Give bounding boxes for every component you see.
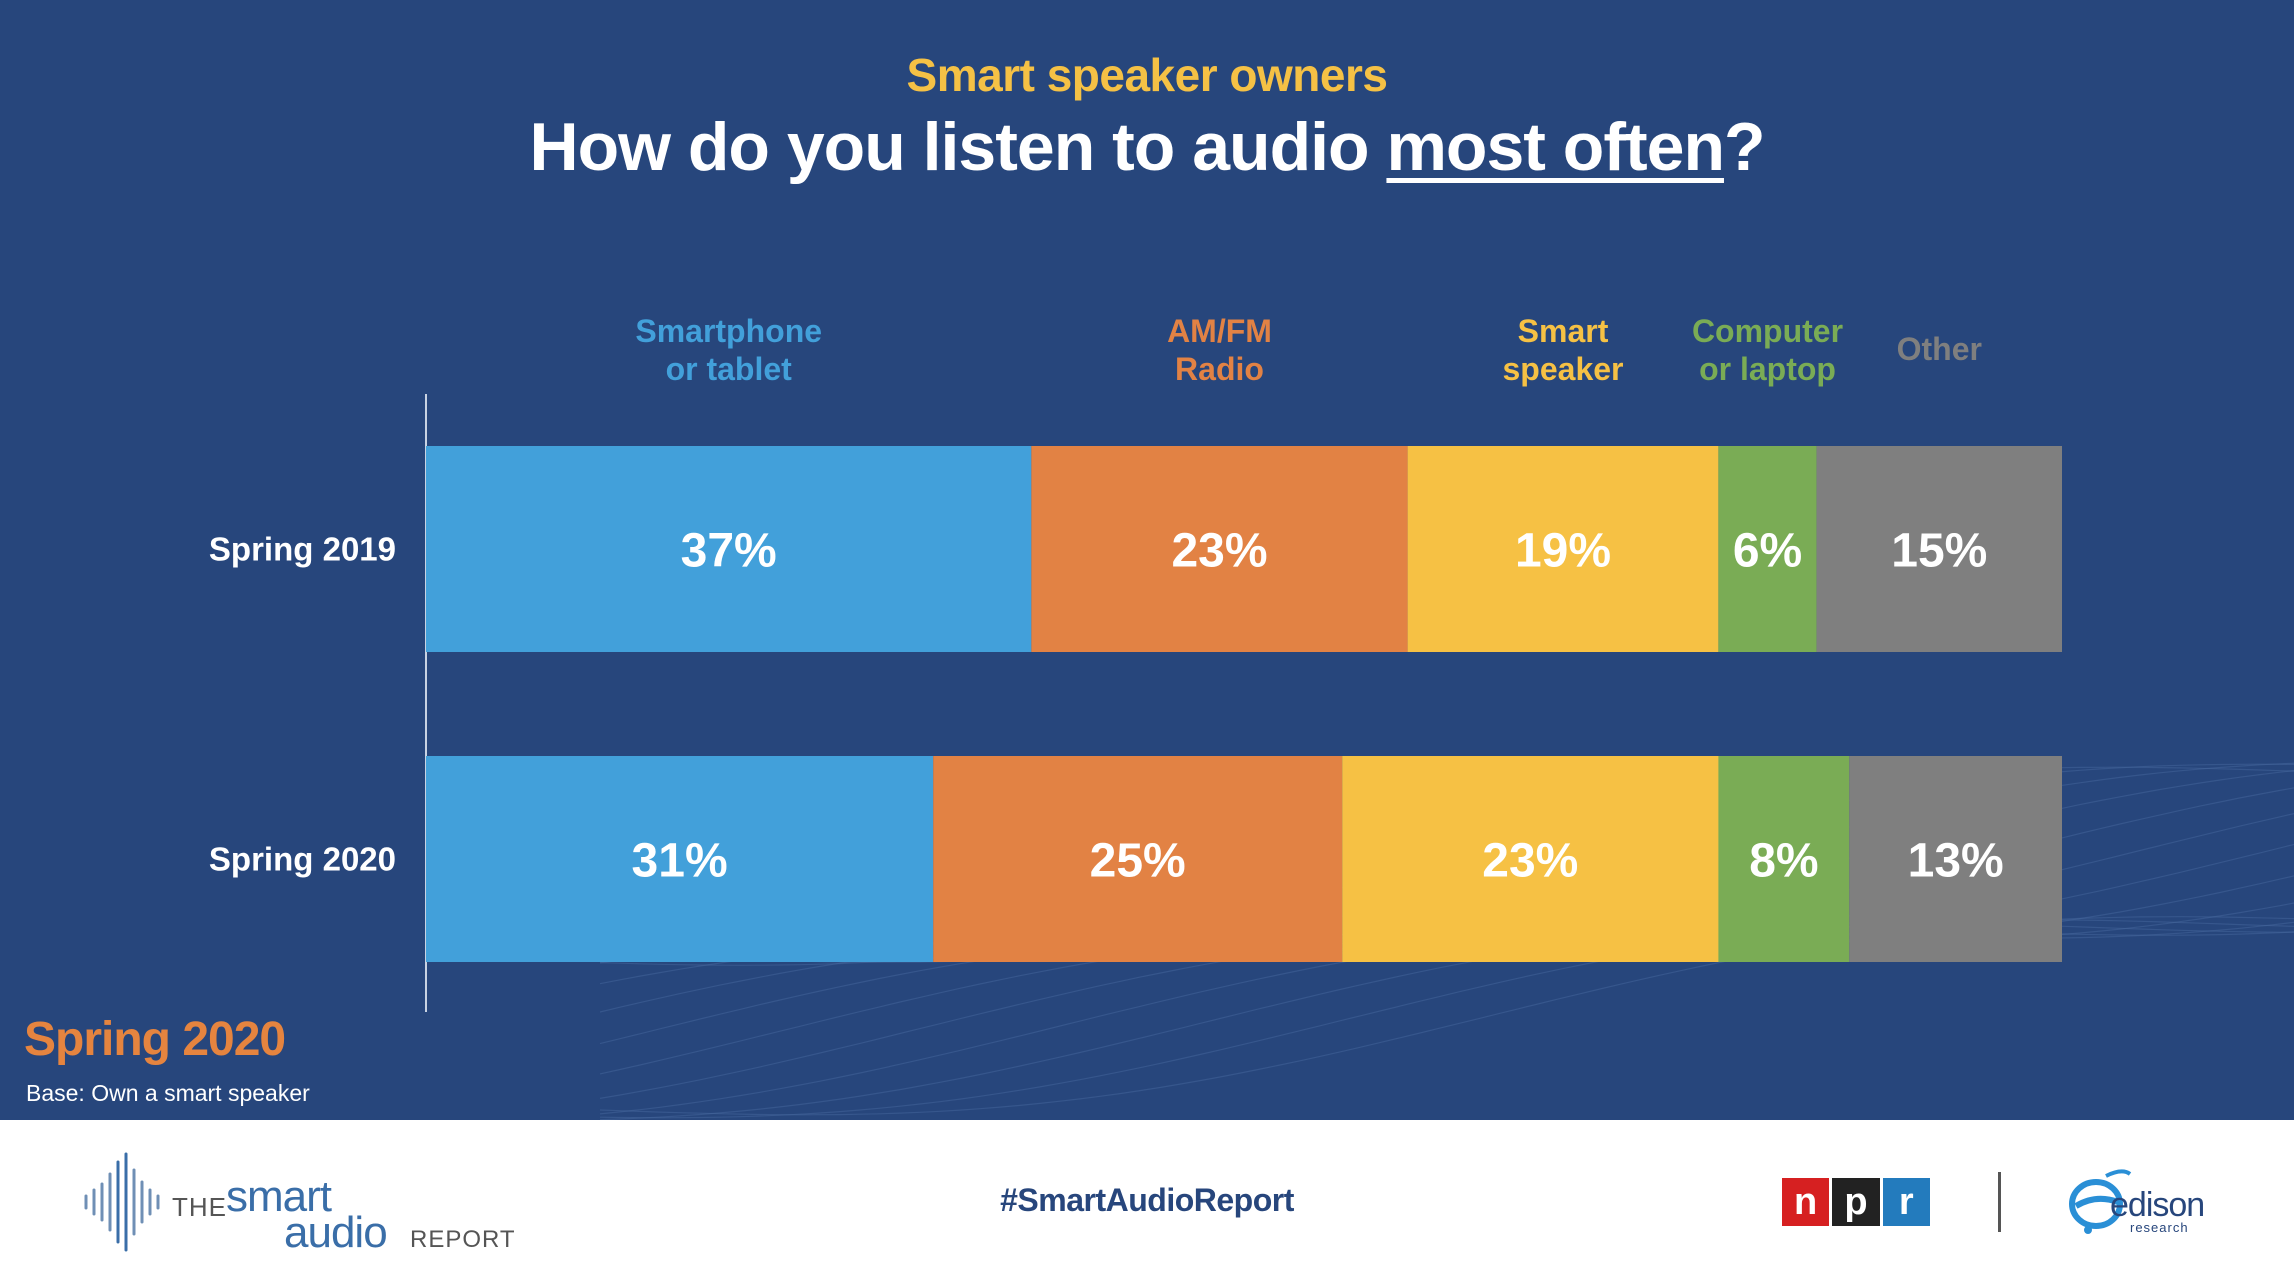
npr-letter-p: p	[1832, 1178, 1880, 1226]
data-label: 8%	[1749, 835, 1818, 888]
category-label: Spring 2019	[209, 531, 396, 568]
edison-subtext: research	[2130, 1220, 2189, 1235]
hashtag: #SmartAudioReport	[1000, 1182, 1294, 1218]
bar-segment	[1849, 756, 2062, 962]
legend-label: or tablet	[666, 351, 793, 387]
logo-smart-text: smart	[226, 1172, 332, 1221]
chart-title-emphasis: most often	[1386, 109, 1725, 185]
chart-title: How do you listen to audio most often?	[0, 108, 2294, 186]
soundwave-icon	[84, 1152, 160, 1252]
bar-segment	[1718, 756, 1850, 962]
logo-audio-text: audio	[284, 1208, 388, 1257]
legend-label: speaker	[1503, 351, 1624, 387]
base-note: Base: Own a smart speaker	[26, 1080, 310, 1106]
data-label: 23%	[1482, 835, 1578, 888]
bar-segment	[1718, 446, 1817, 652]
slide-background: Smart speaker owners How do you listen t…	[0, 0, 2294, 1120]
chart-title-suffix: ?	[1723, 109, 1766, 185]
bar-segment	[1031, 446, 1408, 652]
data-label: 25%	[1090, 835, 1186, 888]
logo-report-text: REPORT	[410, 1226, 516, 1253]
bar-segment	[426, 756, 934, 962]
chart-subtitle: Smart speaker owners	[906, 49, 1388, 101]
bar-segment	[933, 756, 1343, 962]
legend-label: AM/FM	[1167, 313, 1272, 349]
npr-letter-n: n	[1782, 1178, 1830, 1226]
data-label: 23%	[1171, 525, 1267, 578]
legend-label: Other	[1897, 331, 1982, 367]
data-label: 31%	[632, 835, 728, 888]
season-label: Spring 2020	[24, 1013, 286, 1066]
npr-letter-r: r	[1882, 1178, 1930, 1226]
smart-audio-report-logo: THE smart audio REPORT	[80, 1150, 520, 1260]
legend-label: Radio	[1175, 351, 1264, 387]
category-label: Spring 2020	[209, 841, 396, 878]
npr-logo: n p r	[1782, 1178, 1930, 1226]
stacked-bar-chart: Spring 2019 37% 23% 19% 6% 15% Spring 2020 31% 2…	[209, 313, 2062, 1012]
data-label: 37%	[681, 525, 777, 578]
bar-segment	[1342, 756, 1719, 962]
edison-wordmark: edison	[2110, 1186, 2205, 1224]
edison-swirl-icon	[2069, 1169, 2132, 1234]
legend-label: Smartphone	[635, 313, 822, 349]
data-label: 13%	[1908, 835, 2004, 888]
logo-divider	[1998, 1172, 2001, 1232]
edison-research-logo: edison research	[2066, 1166, 2226, 1238]
chart-title-prefix: How do you listen to audio	[529, 109, 1387, 185]
bar-segment	[426, 446, 1032, 652]
bar-segment	[1816, 446, 2062, 652]
data-label: 19%	[1515, 525, 1611, 578]
legend-label: or laptop	[1699, 351, 1836, 387]
legend-label: Smart	[1518, 313, 1609, 349]
logo-the-text: THE	[172, 1192, 227, 1222]
data-label: 6%	[1733, 525, 1802, 578]
legend-label: Computer	[1692, 313, 1843, 349]
bar-segment	[1407, 446, 1719, 652]
data-label: 15%	[1891, 525, 1987, 578]
